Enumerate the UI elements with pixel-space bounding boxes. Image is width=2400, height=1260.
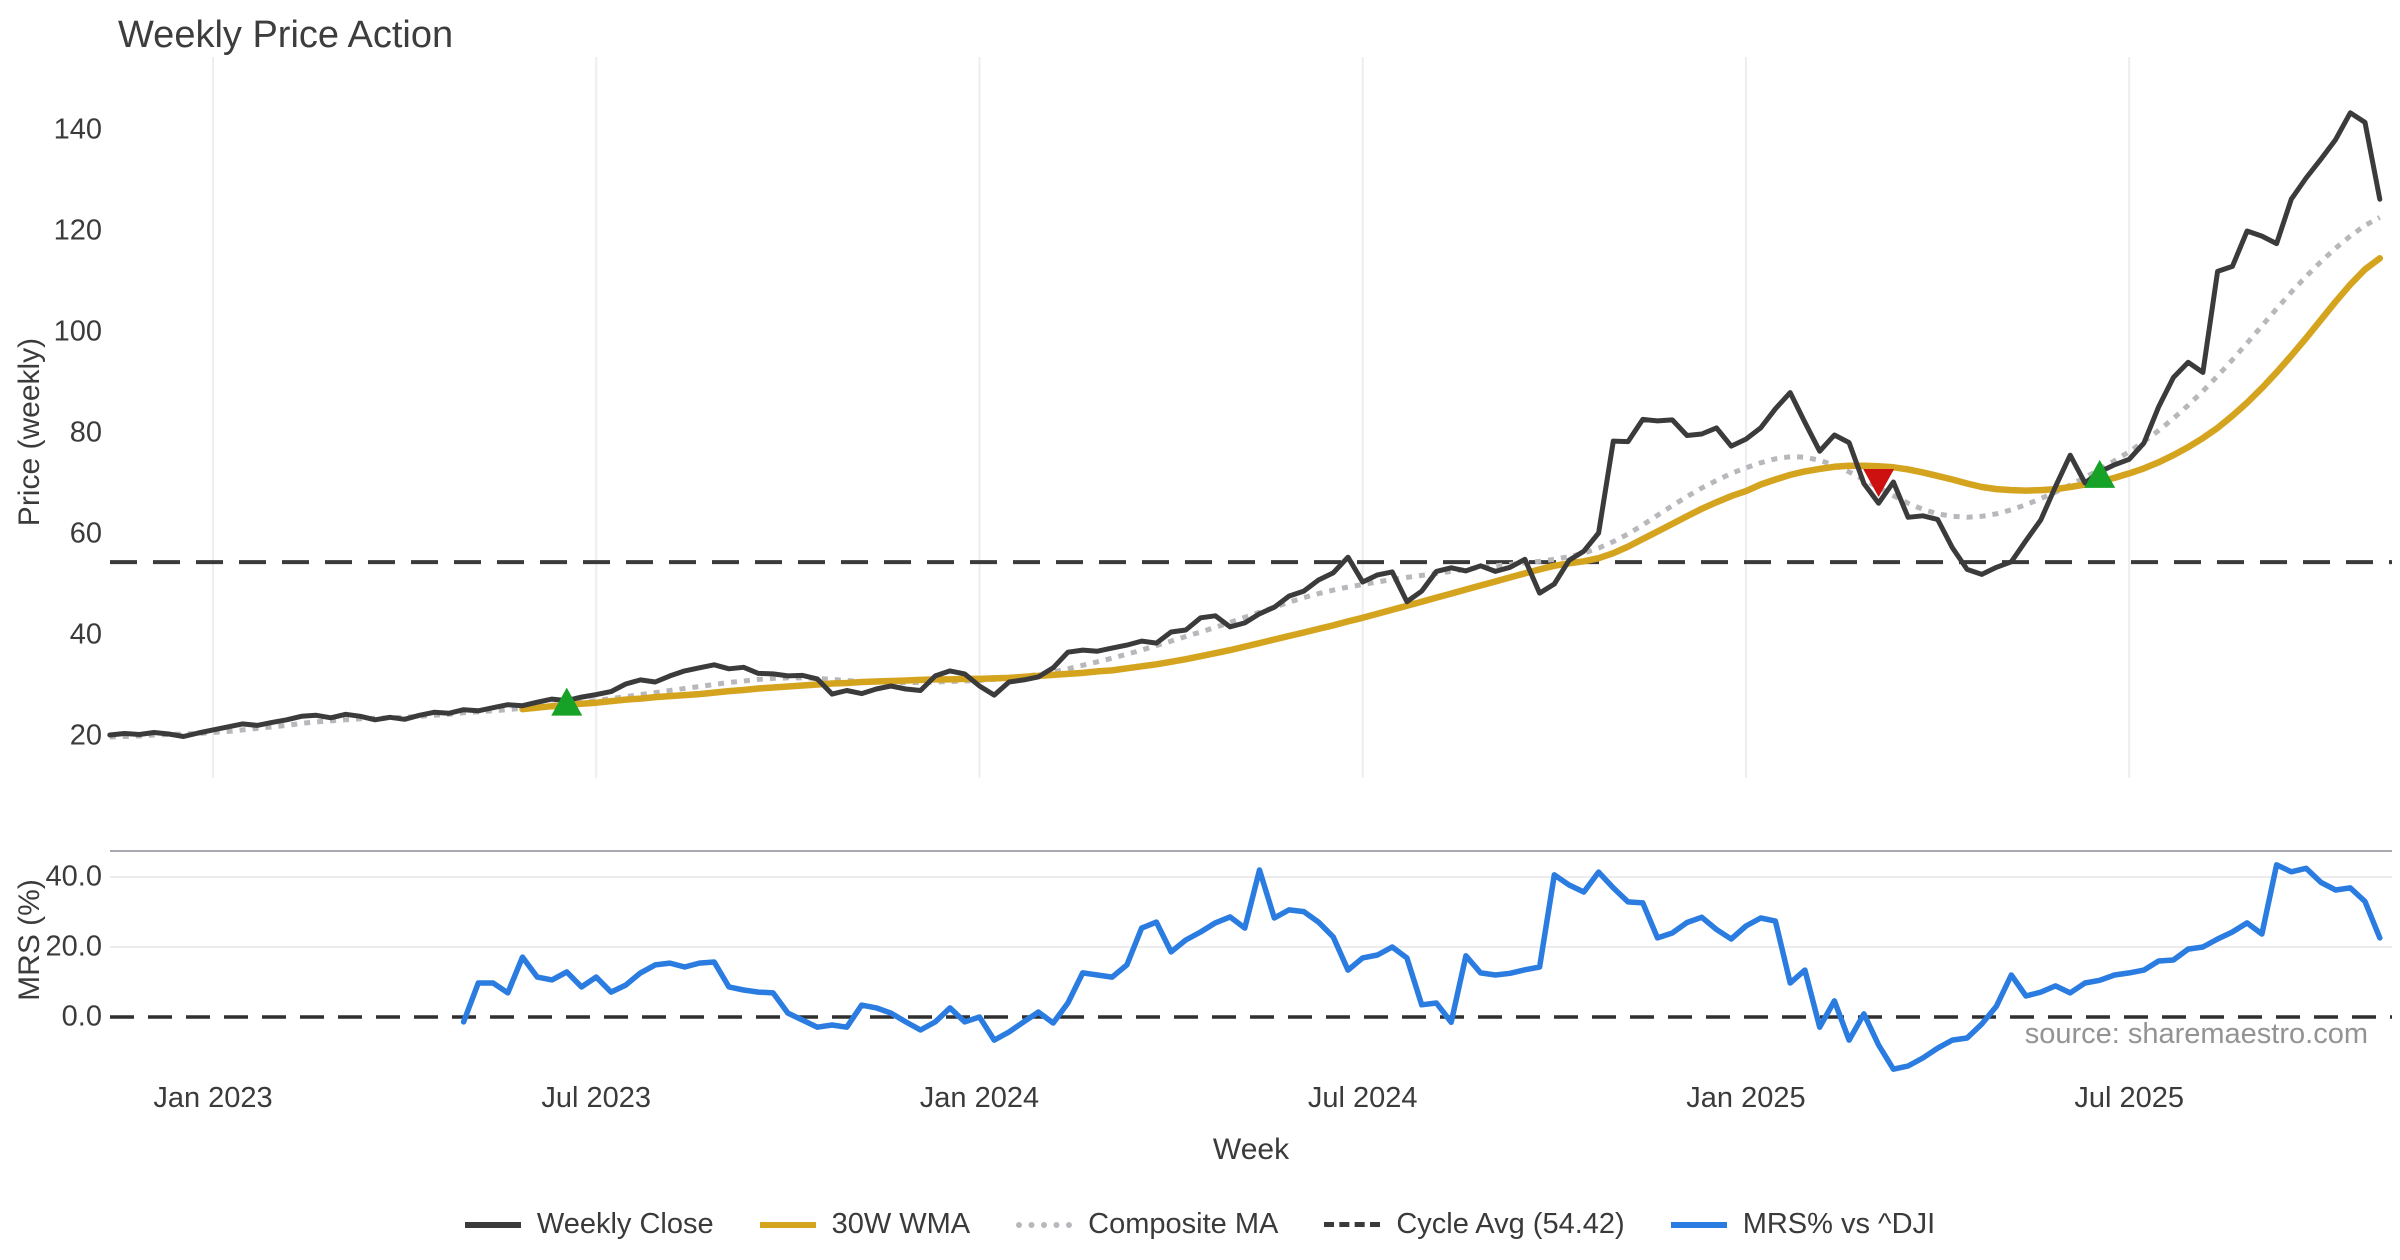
price-y-tick-label: 100 <box>53 315 102 348</box>
legend-item: 30W WMA <box>759 1208 971 1241</box>
x-tick-label: Jan 2023 <box>153 1082 273 1114</box>
price-y-tick-label: 20 <box>69 719 102 752</box>
price-y-tick-label: 60 <box>69 517 102 550</box>
legend-swatch-dashed <box>1324 1222 1381 1227</box>
price-axis-title: Price (weekly) <box>13 337 46 527</box>
legend: Weekly Close 30W WMA Composite MA Cycle Avg… <box>0 1208 2400 1241</box>
legend-label: 30W WMA <box>831 1208 971 1240</box>
triangle-down-marker <box>1863 468 1895 497</box>
x-tick-label: Jul 2025 <box>2074 1082 2185 1114</box>
mrs-y-tick-label: 20.0 <box>45 930 102 963</box>
price-y-tick-label: 120 <box>53 214 102 247</box>
price-y-tick-label: 140 <box>53 113 102 146</box>
source-note: source: sharemaestro.com <box>2024 1018 2368 1050</box>
legend-label: Weekly Close <box>536 1208 714 1240</box>
mrs-axis-title: MRS (%) <box>13 879 46 1001</box>
mrs-y-tick-label: 0.0 <box>61 1000 102 1033</box>
legend-item: Cycle Avg (54.42) <box>1324 1208 1625 1241</box>
wma-30w-line <box>519 255 2384 713</box>
legend-label: MRS% vs ^DJI <box>1742 1208 1936 1240</box>
legend-item: Composite MA <box>1016 1208 1278 1241</box>
triangle-up-marker <box>2084 459 2116 488</box>
x-tick-label: Jan 2025 <box>1686 1082 1806 1114</box>
legend-swatch-solid <box>1670 1221 1727 1228</box>
legend-label: Composite MA <box>1088 1208 1279 1240</box>
x-tick-label: Jul 2024 <box>1307 1082 1418 1114</box>
triangle-up-marker <box>551 687 583 716</box>
x-tick-label: Jan 2024 <box>919 1082 1040 1114</box>
x-axis-title: Week <box>1212 1133 1290 1166</box>
legend-item: MRS% vs ^DJI <box>1670 1208 1936 1241</box>
composite-ma-line <box>109 215 2381 740</box>
legend-swatch-solid <box>464 1221 521 1228</box>
legend-swatch-dotted <box>1016 1221 1073 1228</box>
mrs-y-tick-label: 40.0 <box>45 860 102 893</box>
legend-swatch-solid <box>759 1221 816 1228</box>
mrs-line <box>460 862 2383 1072</box>
chart-title: Weekly Price Action <box>118 14 454 56</box>
price-y-tick-label: 80 <box>69 416 102 449</box>
legend-item: Weekly Close <box>464 1208 714 1241</box>
x-tick-label: Jul 2023 <box>541 1082 652 1114</box>
price-y-tick-label: 40 <box>69 618 102 651</box>
legend-label: Cycle Avg (54.42) <box>1396 1208 1625 1240</box>
weekly-close-line <box>107 110 2383 739</box>
